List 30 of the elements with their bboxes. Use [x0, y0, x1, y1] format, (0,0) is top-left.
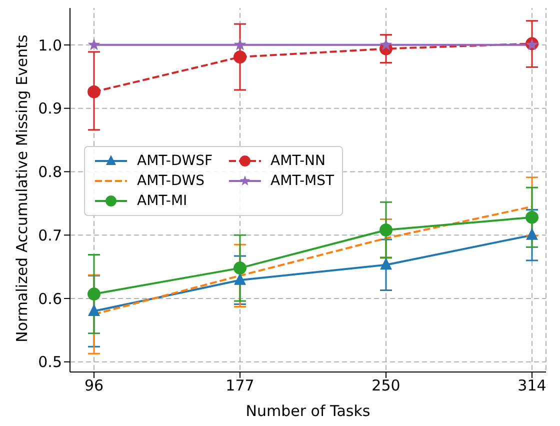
point — [234, 38, 246, 50]
point — [88, 288, 100, 301]
y-tick-label: 0.6 — [38, 290, 62, 308]
x-tick-label: 250 — [372, 376, 400, 395]
point — [234, 262, 246, 275]
point — [88, 38, 100, 50]
point — [380, 38, 392, 50]
point — [88, 304, 100, 316]
point — [88, 85, 100, 98]
legend-label: AMT-DWSF — [137, 153, 213, 169]
x-axis-title: Number of Tasks — [246, 402, 370, 420]
legend-label: AMT-NN — [270, 153, 326, 169]
point — [526, 228, 538, 240]
y-tick-label: 0.5 — [38, 353, 62, 372]
x-tick-label: 96 — [84, 376, 104, 395]
legend-label: AMT-MI — [137, 193, 188, 209]
y-tick-label: 1.0 — [38, 36, 62, 54]
point — [234, 272, 246, 285]
x-tick-label: 177 — [226, 376, 254, 395]
point — [526, 210, 538, 224]
legend-label: AMT-DWS — [137, 173, 204, 189]
point — [380, 258, 392, 270]
y-tick-label: 0.7 — [38, 226, 62, 244]
point — [380, 224, 392, 237]
x-tick-label: 314 — [518, 376, 546, 395]
y-tick-label: 0.8 — [38, 163, 62, 182]
point — [234, 50, 246, 64]
y-tick-label: 0.9 — [38, 100, 62, 118]
y-axis-title: Normalized Accumulative Missing Events — [13, 34, 31, 342]
legend-label: AMT-MST — [270, 173, 334, 189]
